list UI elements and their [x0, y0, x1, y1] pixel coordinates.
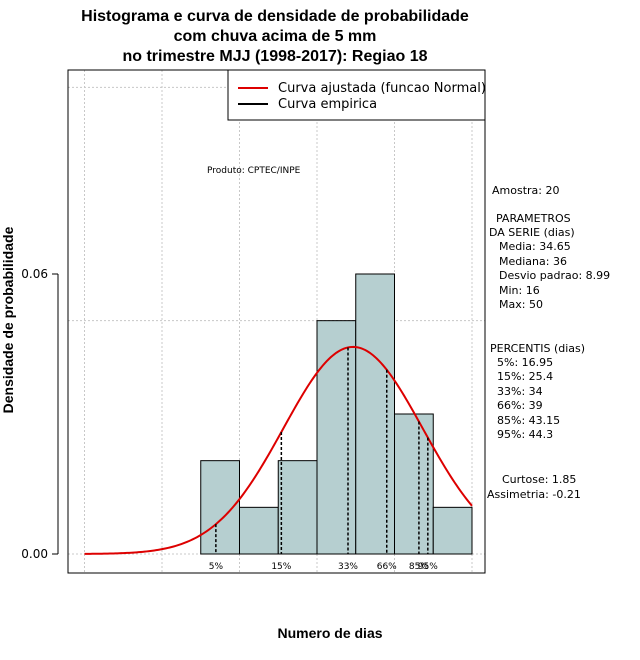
param-sd: Desvio padrao: 8.99: [499, 269, 610, 282]
legend-label-empirical: Curva empirica: [278, 97, 377, 112]
params-title: PARAMETROS: [496, 212, 571, 225]
product-annotation: Produto: CPTEC/INPE: [207, 166, 301, 176]
percentile-95: 95%: 44.3: [497, 428, 553, 441]
chart-title-line-1: Histograma e curva de densidade de proba…: [81, 8, 469, 25]
bars-layer: [200, 273, 473, 555]
histogram-bar-4: [355, 273, 395, 555]
param-mean: Media: 34.65: [499, 240, 571, 253]
legend: Curva ajustada (funcao Normal) Curva emp…: [227, 69, 486, 121]
histogram-bar-3: [316, 320, 357, 555]
x-axis-title: Numero de dias: [277, 625, 382, 641]
param-min: Min: 16: [499, 284, 540, 297]
legend-label-normal: Curva ajustada (funcao Normal): [278, 81, 486, 96]
param-max: Max: 50: [499, 298, 543, 311]
percentile-label-3: 66%: [377, 562, 397, 572]
curve-layer: [84, 345, 473, 555]
percentile-layer: 5% 15% 33% 66% 85%95%: [209, 347, 438, 572]
percentile-66: 66%: 39: [497, 399, 543, 412]
percentile-label-5: 95%: [418, 562, 438, 572]
chart-title-line-2: com chuva acima de 5 mm: [174, 28, 377, 45]
stats-panel: Amostra: 20 PARAMETROS DA SERIE (dias) M…: [487, 184, 610, 501]
percentile-33: 33%: 34: [497, 385, 543, 398]
percentile-label-0: 5%: [209, 562, 224, 572]
params-subtitle: DA SERIE (dias): [489, 226, 575, 239]
histogram-bar-6: [432, 506, 473, 555]
histogram-bar-1: [239, 506, 279, 555]
normal-curve: [84, 345, 473, 555]
histogram-bar-2: [277, 460, 318, 555]
chart-title-line-3: no trimestre MJJ (1998-2017): Regiao 18: [122, 48, 427, 65]
y-tick-label-0: 0.00: [21, 547, 48, 561]
sample-size: Amostra: 20: [492, 184, 559, 197]
y-axis-title: Densidade de probabilidade: [0, 226, 16, 413]
percentiles-title: PERCENTIS (dias): [490, 342, 585, 355]
param-median: Mediana: 36: [499, 255, 567, 268]
legend-box: [227, 69, 486, 121]
percentile-label-1: 15%: [271, 562, 291, 572]
percentile-5: 5%: 16.95: [497, 356, 553, 369]
percentile-label-2: 33%: [338, 562, 358, 572]
percentile-label-4: 85%: [409, 562, 429, 572]
y-ticks: 0.00 0.06: [21, 267, 58, 561]
percentile-15: 15%: 25.4: [497, 370, 553, 383]
skewness: Assimetria: -0.21: [487, 488, 581, 501]
percentile-85: 85%: 43.15: [497, 414, 560, 427]
kurtosis: Curtose: 1.85: [502, 473, 576, 486]
y-tick-label-1: 0.06: [21, 267, 48, 281]
